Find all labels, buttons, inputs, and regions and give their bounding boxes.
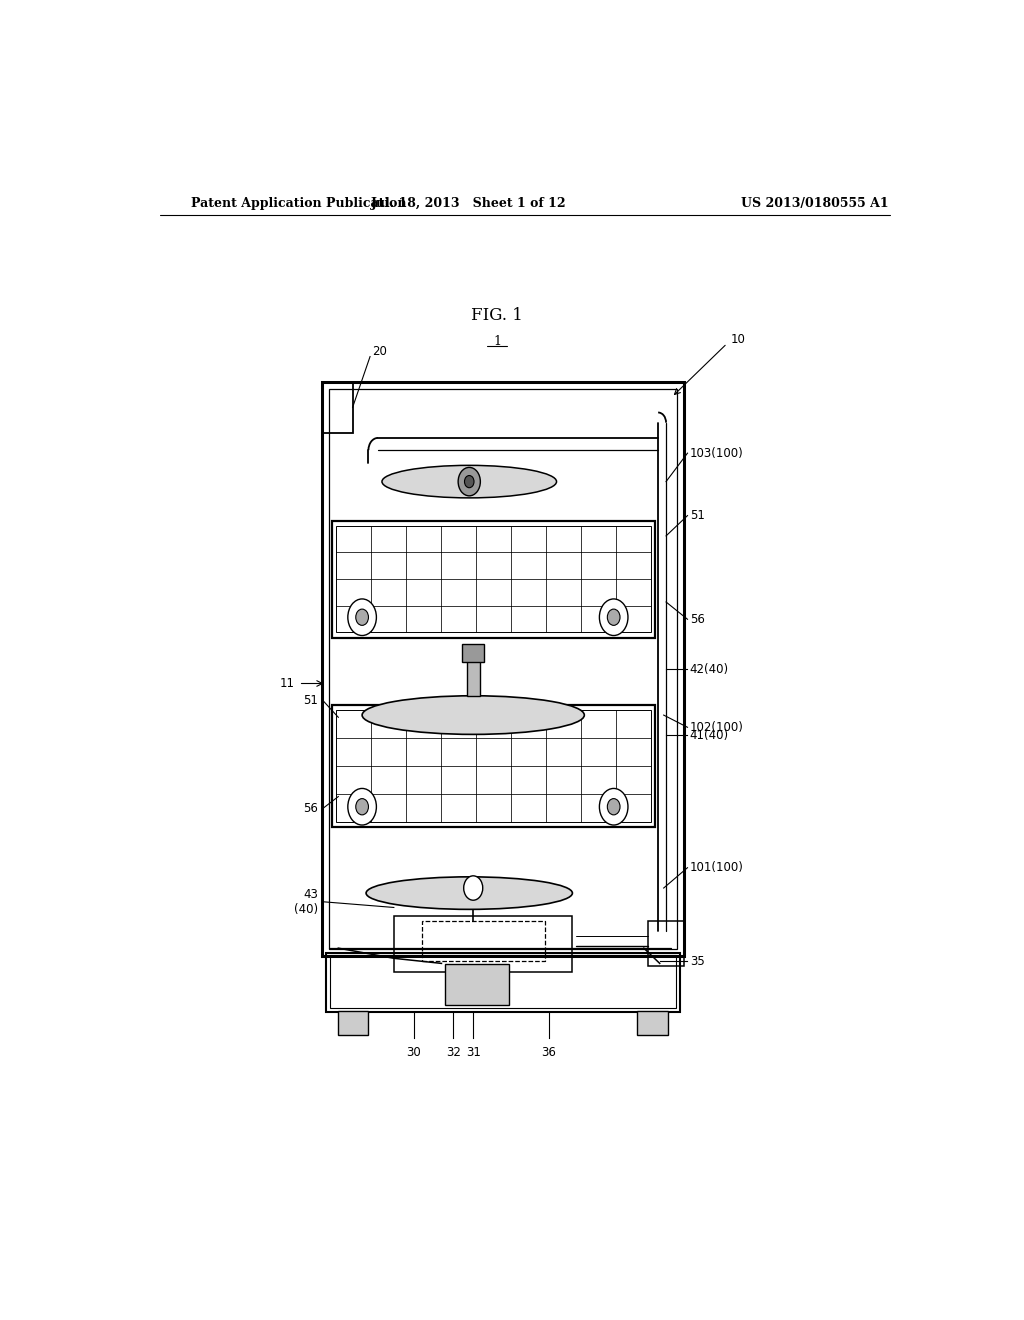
Circle shape [607, 799, 620, 814]
Text: 56: 56 [690, 612, 705, 626]
Text: 42(40): 42(40) [690, 663, 729, 676]
Circle shape [464, 876, 482, 900]
Bar [329, 389, 677, 949]
Bar [332, 520, 655, 638]
Text: 41(40): 41(40) [690, 729, 729, 742]
Bar [338, 1011, 369, 1035]
Text: 103(100): 103(100) [690, 446, 743, 459]
Text: 11: 11 [280, 677, 295, 690]
Ellipse shape [362, 696, 585, 734]
Circle shape [465, 475, 474, 487]
Text: 32: 32 [445, 1045, 461, 1059]
Bar [648, 921, 684, 966]
Text: 43
(40): 43 (40) [294, 888, 318, 916]
Circle shape [607, 609, 620, 626]
Bar [336, 525, 651, 632]
Text: 10: 10 [731, 333, 746, 346]
Text: FIG. 1: FIG. 1 [471, 308, 523, 325]
Text: US 2013/0180555 A1: US 2013/0180555 A1 [740, 197, 888, 210]
Text: 31: 31 [466, 1045, 480, 1059]
Ellipse shape [382, 466, 557, 498]
Text: 20: 20 [372, 345, 386, 358]
Bar [336, 710, 651, 822]
Circle shape [599, 599, 628, 635]
Text: Patent Application Publication: Patent Application Publication [191, 197, 407, 210]
Circle shape [348, 599, 377, 635]
Bar [638, 1011, 668, 1035]
Circle shape [355, 799, 369, 814]
Bar [445, 965, 509, 1005]
Bar [323, 381, 352, 433]
Text: 56: 56 [303, 803, 318, 816]
Bar [331, 956, 676, 1008]
Bar [394, 916, 572, 972]
Text: 51: 51 [303, 693, 318, 706]
Bar [467, 657, 479, 696]
Text: 30: 30 [407, 1045, 421, 1059]
Ellipse shape [367, 876, 572, 909]
Text: Jul. 18, 2013   Sheet 1 of 12: Jul. 18, 2013 Sheet 1 of 12 [372, 197, 567, 210]
Text: 35: 35 [690, 954, 705, 968]
Text: 102(100): 102(100) [690, 721, 743, 734]
Bar [332, 705, 655, 828]
Text: 51: 51 [690, 510, 705, 523]
Text: 36: 36 [541, 1045, 556, 1059]
Circle shape [599, 788, 628, 825]
Bar [327, 953, 680, 1012]
Text: 101(100): 101(100) [690, 861, 743, 874]
Bar [323, 381, 684, 956]
Circle shape [458, 467, 480, 496]
Circle shape [348, 788, 377, 825]
Text: 1: 1 [493, 335, 501, 348]
Circle shape [355, 609, 369, 626]
Bar [422, 921, 545, 961]
Bar [462, 644, 484, 663]
